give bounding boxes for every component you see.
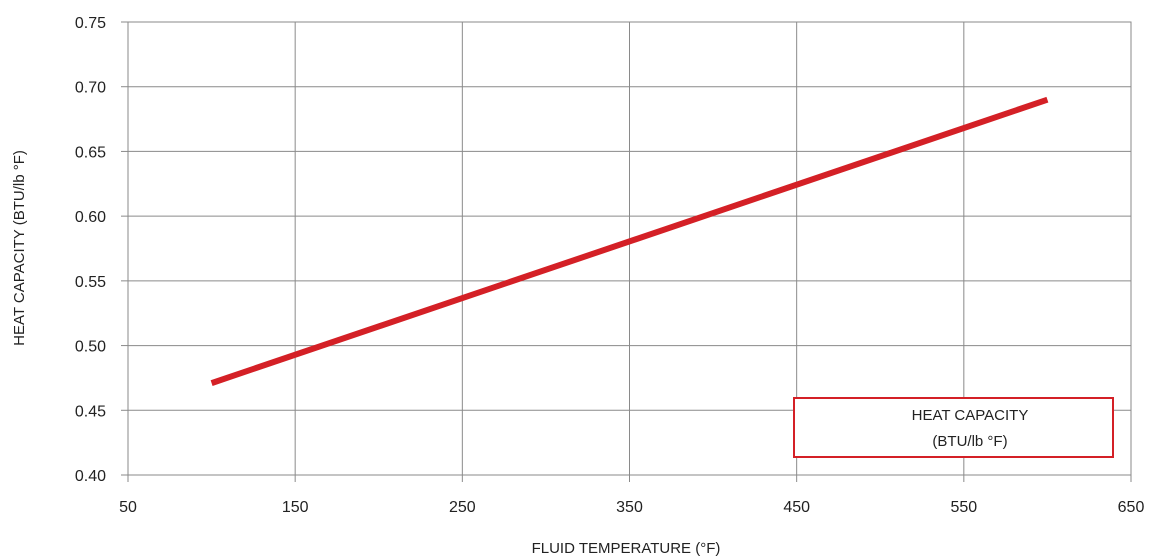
y-tick-label: 0.40 <box>75 468 106 485</box>
legend-line-2: (BTU/lb °F) <box>932 433 1007 450</box>
x-tick-label: 350 <box>616 499 643 516</box>
x-tick-label: 450 <box>783 499 810 516</box>
x-tick-label: 250 <box>449 499 476 516</box>
x-tick-labels: 50 150 250 350 450 550 650 <box>119 499 1144 516</box>
y-tick-labels: 0.40 0.45 0.50 0.55 0.60 0.65 0.70 0.75 <box>75 15 106 485</box>
y-tick-label: 0.45 <box>75 403 106 420</box>
x-tick-label: 650 <box>1118 499 1145 516</box>
x-tick-label: 150 <box>282 499 309 516</box>
y-tick-label: 0.50 <box>75 339 106 356</box>
plot-frame <box>127 21 1132 476</box>
y-axis-label: HEAT CAPACITY (BTU/lb °F) <box>11 150 28 346</box>
y-tick-label: 0.65 <box>75 144 106 161</box>
y-tick-label: 0.60 <box>75 209 106 226</box>
x-tick-label: 550 <box>950 499 977 516</box>
y-tick-label: 0.75 <box>75 15 106 32</box>
axes <box>121 21 1132 482</box>
x-axis-label: FLUID TEMPERATURE (°F) <box>532 540 721 557</box>
series-line-heat-capacity <box>210 96 1049 386</box>
legend: HEAT CAPACITY (BTU/lb °F) <box>793 397 1114 458</box>
y-tick-label: 0.70 <box>75 80 106 97</box>
x-tick-label: 50 <box>119 499 137 516</box>
y-tick-label: 0.55 <box>75 274 106 291</box>
legend-box <box>793 397 1114 458</box>
legend-line-1: HEAT CAPACITY <box>912 407 1029 424</box>
series-lines <box>210 96 1049 386</box>
